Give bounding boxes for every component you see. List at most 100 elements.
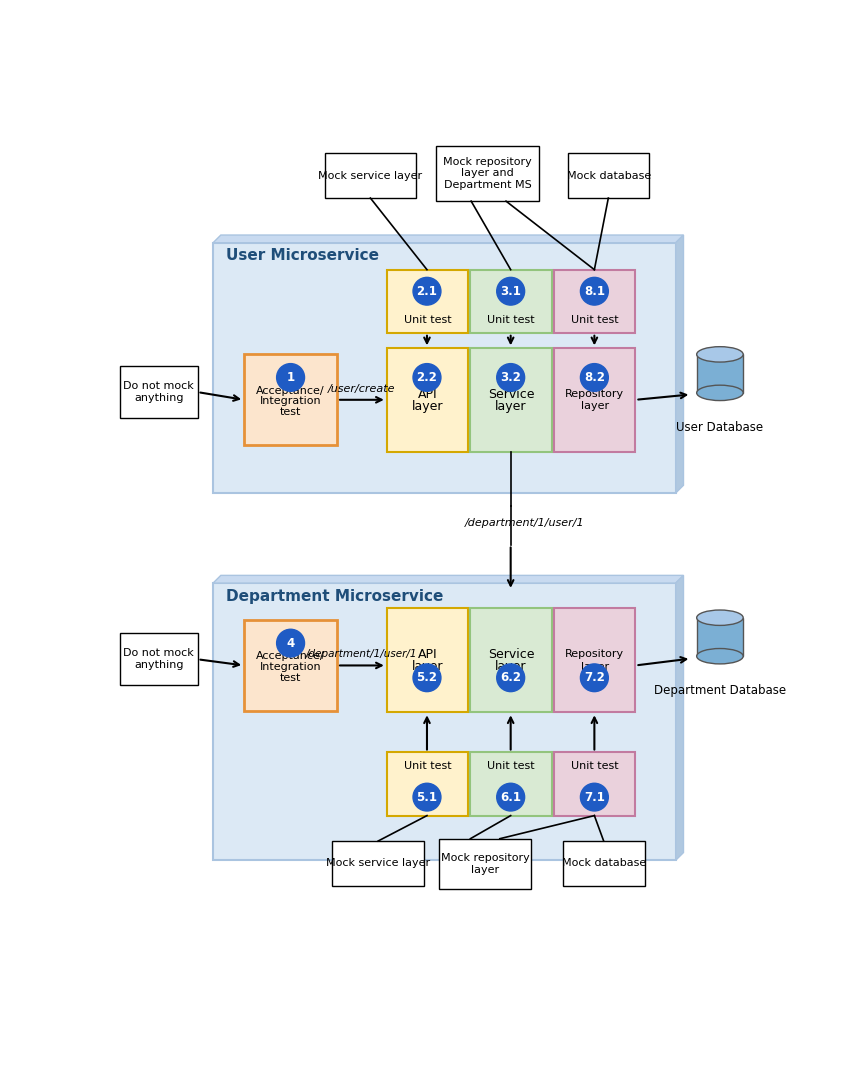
Text: Service: Service — [488, 387, 534, 400]
Text: test: test — [280, 407, 301, 417]
Text: Integration: Integration — [260, 662, 322, 672]
FancyBboxPatch shape — [244, 354, 337, 445]
Text: test: test — [280, 673, 301, 682]
Text: 5.1: 5.1 — [417, 791, 437, 804]
Text: Mock repository
layer and
Department MS: Mock repository layer and Department MS — [443, 157, 532, 190]
Polygon shape — [213, 235, 683, 242]
Circle shape — [413, 364, 441, 392]
Text: 3.2: 3.2 — [500, 371, 521, 384]
FancyBboxPatch shape — [470, 608, 552, 712]
FancyBboxPatch shape — [436, 146, 539, 201]
FancyBboxPatch shape — [440, 839, 531, 888]
FancyBboxPatch shape — [386, 349, 468, 452]
FancyBboxPatch shape — [120, 366, 198, 418]
Circle shape — [581, 783, 609, 811]
Text: API: API — [418, 387, 437, 400]
Polygon shape — [676, 235, 683, 493]
Ellipse shape — [697, 611, 743, 626]
Circle shape — [581, 664, 609, 692]
Text: Unit test: Unit test — [571, 314, 619, 325]
FancyBboxPatch shape — [386, 608, 468, 712]
Bar — [697, 354, 743, 393]
FancyBboxPatch shape — [333, 841, 424, 885]
Text: Unit test: Unit test — [403, 314, 451, 325]
Text: 2.2: 2.2 — [417, 371, 437, 384]
FancyBboxPatch shape — [470, 752, 552, 815]
FancyBboxPatch shape — [386, 269, 468, 333]
Text: 8.2: 8.2 — [584, 371, 604, 384]
Ellipse shape — [697, 385, 743, 400]
Circle shape — [277, 364, 305, 392]
Text: 3.1: 3.1 — [500, 284, 521, 297]
Text: 7.2: 7.2 — [584, 672, 604, 685]
Text: 7.1: 7.1 — [584, 791, 604, 804]
Ellipse shape — [697, 347, 743, 362]
FancyBboxPatch shape — [554, 269, 635, 333]
Ellipse shape — [697, 648, 743, 664]
Text: layer: layer — [581, 401, 609, 411]
Circle shape — [581, 364, 609, 392]
Text: 6.1: 6.1 — [500, 791, 521, 804]
Text: User Microservice: User Microservice — [226, 248, 380, 263]
Circle shape — [497, 783, 525, 811]
FancyBboxPatch shape — [386, 752, 468, 815]
Text: 1: 1 — [286, 371, 295, 384]
Text: Mock database: Mock database — [566, 171, 651, 180]
Text: 5.2: 5.2 — [417, 672, 437, 685]
Circle shape — [413, 277, 441, 305]
Text: Unit test: Unit test — [487, 762, 535, 771]
FancyBboxPatch shape — [554, 752, 635, 815]
Text: Repository: Repository — [565, 649, 624, 659]
FancyBboxPatch shape — [120, 633, 198, 686]
Circle shape — [413, 783, 441, 811]
Text: Mock repository
layer: Mock repository layer — [441, 853, 530, 874]
Text: Repository: Repository — [565, 389, 624, 399]
Text: /department/1/user/1: /department/1/user/1 — [464, 518, 584, 528]
Text: 4: 4 — [286, 636, 295, 649]
Text: Do not mock
anything: Do not mock anything — [123, 648, 194, 671]
Text: Integration: Integration — [260, 396, 322, 407]
Text: layer: layer — [495, 400, 527, 413]
FancyBboxPatch shape — [213, 242, 676, 493]
Text: Acceptance/: Acceptance/ — [256, 651, 325, 661]
FancyBboxPatch shape — [213, 583, 676, 861]
Text: Mock database: Mock database — [562, 858, 646, 868]
Text: layer: layer — [581, 662, 609, 672]
Circle shape — [581, 277, 609, 305]
Circle shape — [497, 664, 525, 692]
Text: layer: layer — [495, 660, 527, 673]
Polygon shape — [213, 575, 683, 583]
Bar — [697, 618, 743, 657]
Text: Mock service layer: Mock service layer — [326, 858, 430, 868]
Text: 6.2: 6.2 — [500, 672, 521, 685]
Text: /department/1/user/1: /department/1/user/1 — [306, 649, 418, 659]
Text: Unit test: Unit test — [403, 762, 451, 771]
FancyBboxPatch shape — [470, 269, 552, 333]
Text: /user/create: /user/create — [328, 384, 396, 394]
Circle shape — [277, 629, 305, 657]
Text: Unit test: Unit test — [487, 314, 535, 325]
Text: Acceptance/: Acceptance/ — [256, 385, 325, 396]
Polygon shape — [676, 575, 683, 861]
Text: Mock service layer: Mock service layer — [318, 171, 423, 180]
Text: layer: layer — [412, 400, 443, 413]
Text: Department Microservice: Department Microservice — [226, 589, 444, 604]
Circle shape — [497, 364, 525, 392]
Text: API: API — [418, 648, 437, 661]
FancyBboxPatch shape — [470, 349, 552, 452]
FancyBboxPatch shape — [564, 841, 644, 885]
Text: 8.1: 8.1 — [584, 284, 604, 297]
FancyBboxPatch shape — [324, 153, 416, 199]
Text: layer: layer — [412, 660, 443, 673]
Text: Unit test: Unit test — [571, 762, 619, 771]
FancyBboxPatch shape — [554, 608, 635, 712]
Text: Service: Service — [488, 648, 534, 661]
FancyBboxPatch shape — [554, 349, 635, 452]
Circle shape — [497, 277, 525, 305]
Text: Do not mock
anything: Do not mock anything — [123, 381, 194, 402]
FancyBboxPatch shape — [568, 153, 649, 199]
Text: Department Database: Department Database — [654, 685, 786, 697]
Text: 2.1: 2.1 — [417, 284, 437, 297]
Circle shape — [413, 664, 441, 692]
FancyBboxPatch shape — [244, 620, 337, 711]
